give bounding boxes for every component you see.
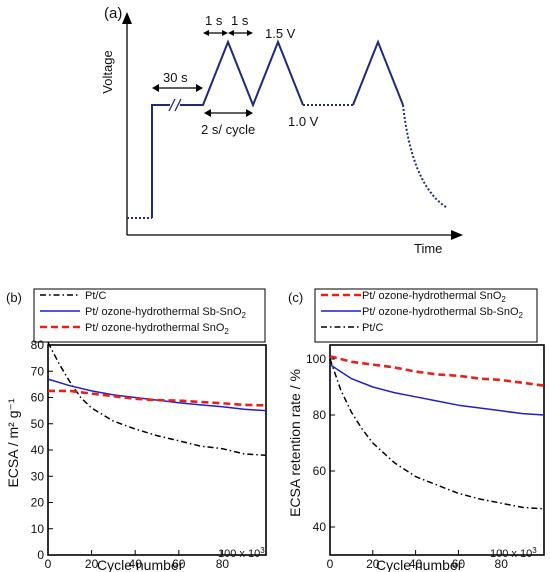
- panel-a-hold-arrowhead-left: [152, 84, 159, 92]
- panel-b-y-tick-label-8: 80: [31, 338, 45, 352]
- panel-c-series-line-1: [329, 363, 545, 416]
- panel-b-legend-label-1-text: Pt/ ozone-hydrothermal Sb-SnO: [85, 306, 242, 318]
- panel-a-down-arrowhead-right: [247, 30, 253, 36]
- panel-a-label: (a): [104, 5, 122, 22]
- panel-c-legend-label-1-subscript: 2: [519, 311, 524, 320]
- panel-a-down-arrowhead-left: [228, 30, 234, 36]
- panel-b-legend-label-0: Pt/C: [85, 290, 106, 302]
- panel-a-hold-label: 30 s: [163, 70, 188, 85]
- panel-a-x-arrowhead: [451, 230, 463, 240]
- panel-c-legend-label-1-text: Pt/ ozone-hydrothermal Sb-SnO: [362, 306, 519, 318]
- panel-c-legend-label-0-text: Pt/ ozone-hydrothermal SnO: [362, 290, 502, 302]
- panel-b-x-tick-label-1: 20: [85, 557, 99, 571]
- panel-b-y-tick-label-5: 50: [31, 417, 45, 431]
- panel-b-legend-label-1-subscript: 2: [242, 311, 247, 320]
- panel-c-x-tick-label-1: 20: [366, 557, 380, 571]
- panel-b: (b) Pt/CPt/ ozone-hydrothermal Sb-SnO2Pt…: [5, 288, 267, 572]
- panel-c-y-tick-label-1: 60: [313, 464, 327, 478]
- panel-a-decay-dotted: [402, 104, 447, 208]
- panel-a-break-mark-2: [174, 98, 182, 112]
- panel-b-x-tick-label-2: 40: [129, 557, 143, 571]
- panel-c-x-ticks: 0 20 40 60 80: [327, 550, 509, 571]
- panel-b-legend-label-1: Pt/ ozone-hydrothermal Sb-SnO2: [85, 306, 247, 320]
- panel-b-legend-box: [33, 288, 266, 343]
- panel-c-plot-frame: [329, 344, 545, 556]
- panel-b-plot-frame: [47, 344, 267, 556]
- panel-b-x-tick-label-0: 0: [45, 557, 52, 571]
- panel-b-y-ticks: 0 10 20 30 40 50 60 70 80: [31, 338, 53, 562]
- panel-c-y-tick-label-0: 40: [313, 520, 327, 534]
- panel-b-y-tick-label-0: 0: [37, 548, 44, 562]
- panel-c-x-tick-label-3: 60: [452, 557, 466, 571]
- panel-c-legend-label-0-subscript: 2: [501, 295, 506, 304]
- panel-c-series-line-2: [329, 358, 545, 510]
- panel-a: (a) Voltage Time 30 s 1 s 1 s 1.5 V: [100, 5, 463, 256]
- panel-b-y-tick-label-1: 10: [31, 522, 45, 536]
- panel-a-waveform: [151, 39, 304, 218]
- panel-a-upper-label: 1.5 V: [265, 26, 296, 41]
- panel-c-label: (c): [288, 290, 303, 305]
- panel-b-series-line-1: [47, 378, 267, 412]
- panel-c-legend-label-2: Pt/C: [362, 322, 383, 334]
- panel-c-y-tick-label-2: 80: [313, 408, 327, 422]
- panel-a-up-arrowhead-left: [203, 30, 209, 36]
- panel-c-legend-label-1: Pt/ ozone-hydrothermal Sb-SnO2: [362, 306, 524, 320]
- panel-b-y-tick-label-2: 20: [31, 496, 45, 510]
- panel-c-series-line-0: [329, 354, 545, 387]
- panel-c-y-tick-label-3: 100: [306, 352, 326, 366]
- panel-b-label: (b): [6, 290, 22, 305]
- panel-c-x-multiplier-base: 100 x 10: [490, 548, 532, 560]
- panel-a-break-gap: [170, 101, 180, 109]
- panel-b-x-multiplier: 100 x 103: [218, 546, 265, 560]
- panel-a-down-label: 1 s: [231, 13, 249, 28]
- panel-b-x-label: Cycle number: [97, 557, 184, 572]
- panel-c-x-tick-label-4: 80: [495, 557, 509, 571]
- panel-b-series-line-2: [48, 389, 267, 407]
- panel-b-y-tick-label-4: 40: [31, 443, 45, 457]
- panel-b-legend-label-2: Pt/ ozone-hydrothermal SnO2: [85, 322, 229, 336]
- panel-b-x-multiplier-exp: 3: [260, 546, 265, 555]
- panel-b-x-tick-label-3: 60: [172, 557, 186, 571]
- panel-a-up-label: 1 s: [205, 13, 223, 28]
- panel-a-up-arrowhead-right: [222, 30, 228, 36]
- panel-c-x-label: Cycle number: [376, 557, 463, 572]
- panel-b-y-tick-label-3: 30: [31, 469, 45, 483]
- panel-c-x-tick-label-0: 0: [327, 557, 334, 571]
- panel-c-legend-box: [314, 288, 538, 343]
- panel-b-series-line-0: [47, 342, 267, 457]
- panel-c-y-label: ECSA retention rate / %: [287, 369, 303, 517]
- panel-a-cycle-arrowhead-left: [204, 109, 211, 117]
- panel-a-cycle-label: 2 s/ cycle: [201, 122, 255, 137]
- panel-a-x-label: Time: [414, 241, 442, 256]
- panel-c-x-tick-label-2: 40: [409, 557, 423, 571]
- panel-c-x-multiplier-exp: 3: [532, 546, 537, 555]
- panel-a-y-arrowhead: [122, 12, 132, 24]
- panel-b-series: [47, 342, 267, 457]
- panel-a-hold-arrowhead-right: [196, 84, 203, 92]
- panel-a-y-label: Voltage: [100, 50, 115, 93]
- panel-c-series: [329, 354, 545, 510]
- panel-c-legend-label-0: Pt/ ozone-hydrothermal SnO2: [362, 290, 506, 304]
- panel-b-y-tick-label-6: 60: [31, 391, 45, 405]
- panel-a-lower-label: 1.0 V: [288, 114, 319, 129]
- panel-c-y-ticks: 40 60 80 100: [306, 352, 335, 534]
- panel-a-cycle-arrowhead-right: [246, 109, 253, 117]
- panel-b-legend-label-2-subscript: 2: [224, 327, 229, 336]
- panel-b-x-ticks: 0 20 40 60 80: [45, 550, 230, 571]
- panel-b-y-tick-label-7: 70: [31, 364, 45, 378]
- panel-c-x-multiplier: 100 x 103: [490, 546, 537, 560]
- panel-a-last-cycle: [352, 39, 404, 106]
- panel-a-break-mark-1: [168, 98, 176, 112]
- panel-b-x-multiplier-base: 100 x 10: [218, 548, 260, 560]
- panel-b-legend-label-2-text: Pt/ ozone-hydrothermal SnO: [85, 322, 225, 334]
- panel-b-y-label: ECSA / m² g⁻¹: [5, 398, 21, 487]
- panel-b-x-tick-label-4: 80: [216, 557, 230, 571]
